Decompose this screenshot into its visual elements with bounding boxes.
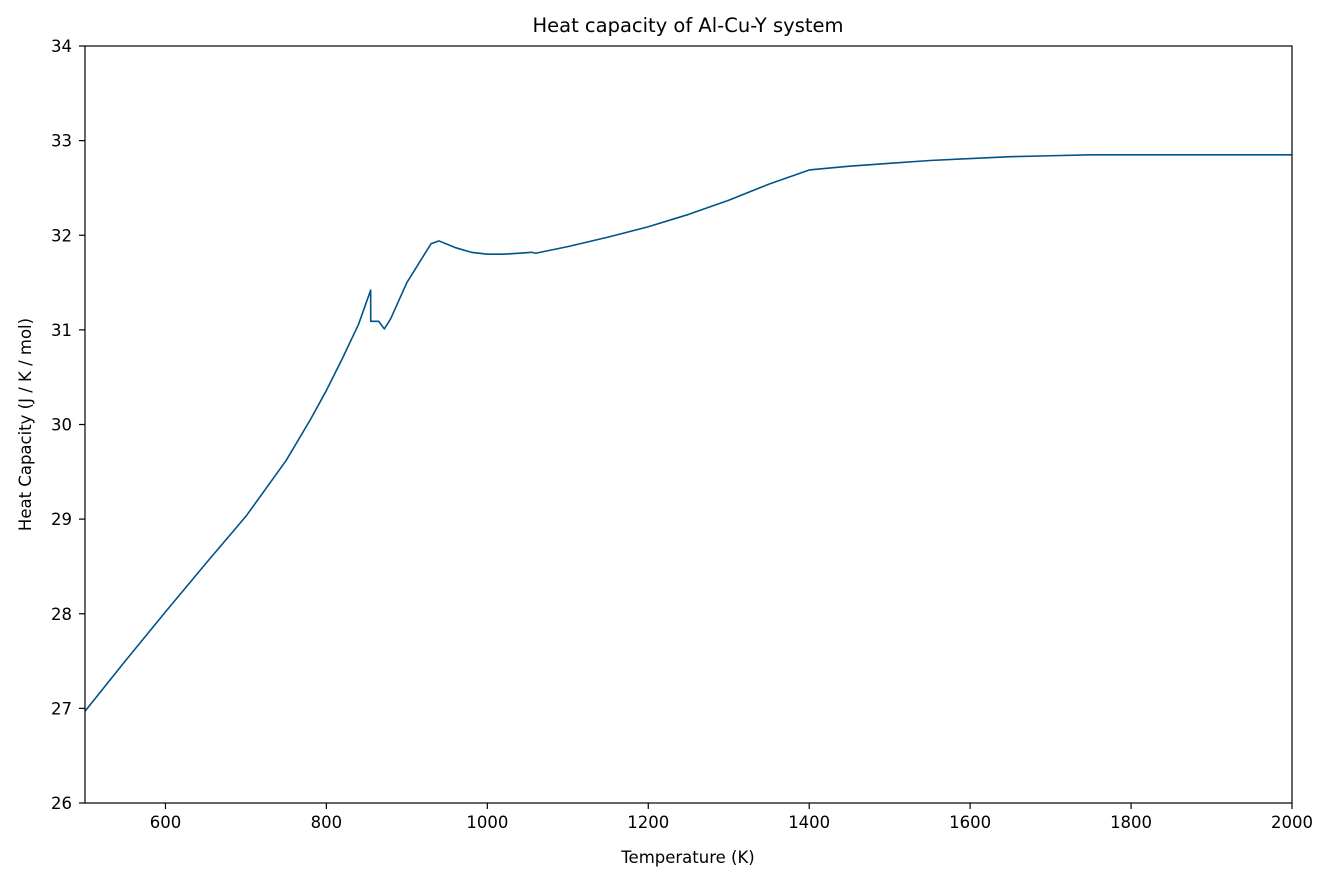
y-tick-label: 34	[51, 37, 72, 56]
x-tick-label: 1800	[1110, 813, 1152, 832]
x-tick-label: 600	[150, 813, 182, 832]
y-tick-label: 31	[51, 321, 72, 340]
x-tick-label: 1400	[788, 813, 830, 832]
x-tick-label: 1000	[466, 813, 508, 832]
y-axis-label: Heat Capacity (J / K / mol)	[16, 318, 35, 531]
y-tick-label: 32	[51, 226, 72, 245]
x-tick-label: 1600	[949, 813, 991, 832]
chart-title: Heat capacity of Al-Cu-Y system	[532, 14, 843, 37]
x-tick-label: 800	[311, 813, 343, 832]
x-axis-ticks: 600 800 1000 1200 1400 1600 1800 2000	[150, 803, 1313, 832]
plot-frame	[84, 45, 1293, 804]
y-tick-label: 33	[51, 132, 72, 151]
y-tick-label: 27	[51, 699, 72, 718]
y-tick-label: 28	[51, 605, 72, 624]
y-tick-label: 29	[51, 510, 72, 529]
heat-capacity-series-line	[84, 154, 1292, 712]
x-tick-label: 1200	[627, 813, 669, 832]
y-tick-label: 30	[51, 416, 72, 435]
y-tick-label: 26	[51, 794, 72, 813]
y-axis-ticks: 26 27 28 29 30 31 32 33 34	[51, 37, 85, 813]
x-axis-label: Temperature (K)	[620, 848, 754, 867]
x-tick-label: 2000	[1271, 813, 1313, 832]
